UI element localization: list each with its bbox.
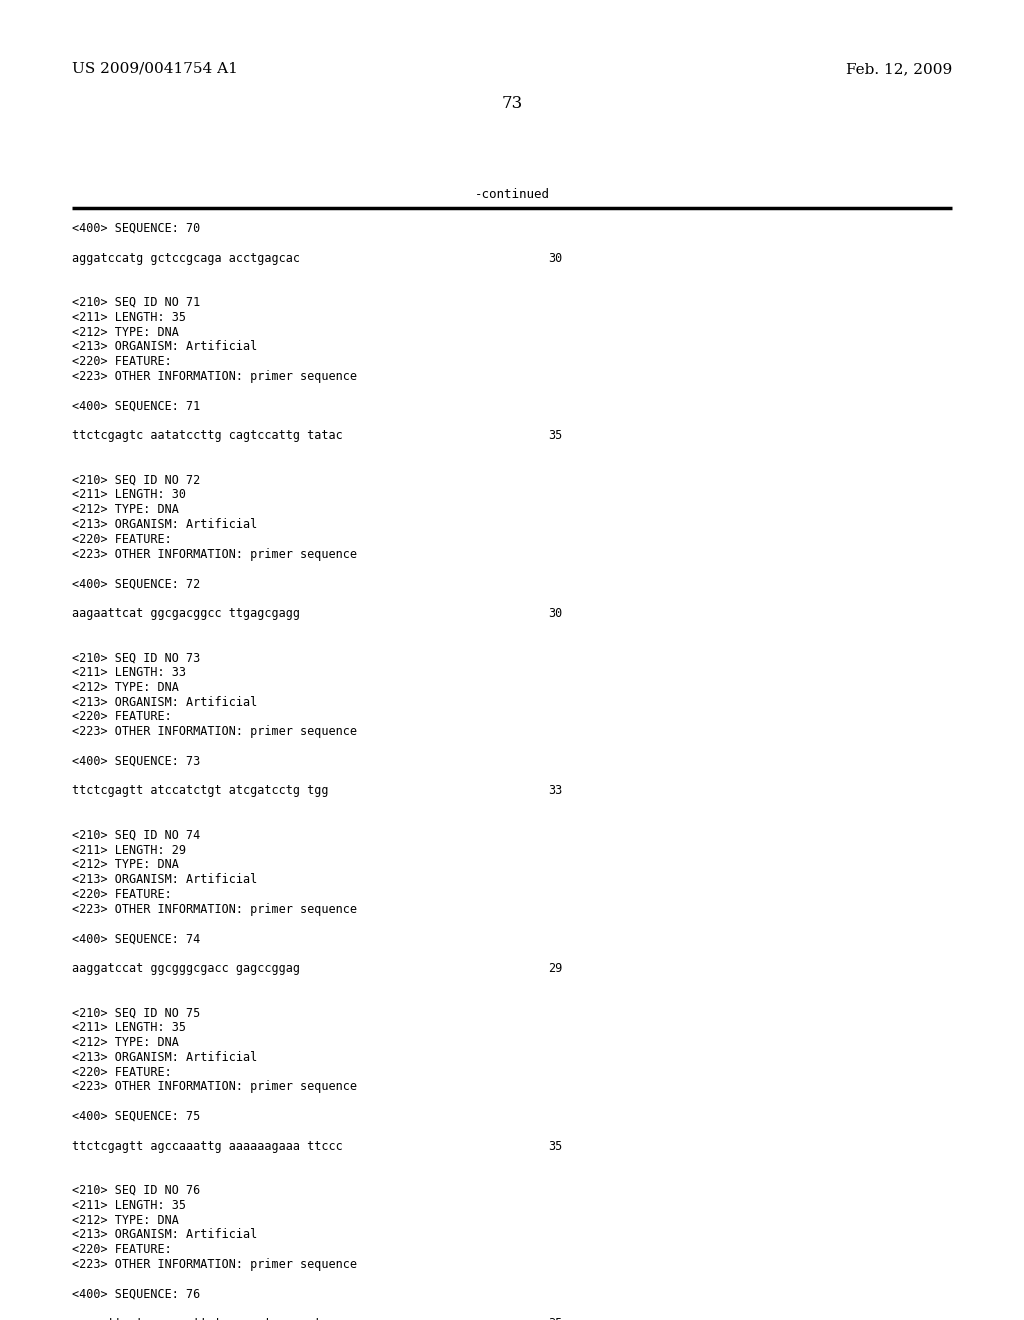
Text: <210> SEQ ID NO 72: <210> SEQ ID NO 72 [72, 474, 201, 487]
Text: 35: 35 [548, 429, 562, 442]
Text: <212> TYPE: DNA: <212> TYPE: DNA [72, 1213, 179, 1226]
Text: <210> SEQ ID NO 73: <210> SEQ ID NO 73 [72, 651, 201, 664]
Text: <223> OTHER INFORMATION: primer sequence: <223> OTHER INFORMATION: primer sequence [72, 1258, 357, 1271]
Text: ttctcgagtt atccatctgt atcgatcctg tgg: ttctcgagtt atccatctgt atcgatcctg tgg [72, 784, 329, 797]
Text: <213> ORGANISM: Artificial: <213> ORGANISM: Artificial [72, 517, 257, 531]
Text: ttctcgagtc aatatccttg cagtccattg tatac: ttctcgagtc aatatccttg cagtccattg tatac [72, 429, 343, 442]
Text: <400> SEQUENCE: 75: <400> SEQUENCE: 75 [72, 1110, 201, 1123]
Text: <212> TYPE: DNA: <212> TYPE: DNA [72, 326, 179, 339]
Text: <223> OTHER INFORMATION: primer sequence: <223> OTHER INFORMATION: primer sequence [72, 548, 357, 561]
Text: <223> OTHER INFORMATION: primer sequence: <223> OTHER INFORMATION: primer sequence [72, 725, 357, 738]
Text: <212> TYPE: DNA: <212> TYPE: DNA [72, 503, 179, 516]
Text: <212> TYPE: DNA: <212> TYPE: DNA [72, 681, 179, 694]
Text: <210> SEQ ID NO 74: <210> SEQ ID NO 74 [72, 829, 201, 842]
Text: aggatccatg gctccgcaga acctgagcac: aggatccatg gctccgcaga acctgagcac [72, 252, 300, 264]
Text: <220> FEATURE:: <220> FEATURE: [72, 1243, 172, 1257]
Text: <213> ORGANISM: Artificial: <213> ORGANISM: Artificial [72, 696, 257, 709]
Text: <211> LENGTH: 35: <211> LENGTH: 35 [72, 1199, 186, 1212]
Text: <211> LENGTH: 35: <211> LENGTH: 35 [72, 310, 186, 323]
Text: 29: 29 [548, 962, 562, 975]
Text: <213> ORGANISM: Artificial: <213> ORGANISM: Artificial [72, 341, 257, 354]
Text: <213> ORGANISM: Artificial: <213> ORGANISM: Artificial [72, 1051, 257, 1064]
Text: 73: 73 [502, 95, 522, 112]
Text: <223> OTHER INFORMATION: primer sequence: <223> OTHER INFORMATION: primer sequence [72, 903, 357, 916]
Text: <213> ORGANISM: Artificial: <213> ORGANISM: Artificial [72, 874, 257, 886]
Text: 33: 33 [548, 784, 562, 797]
Text: <220> FEATURE:: <220> FEATURE: [72, 710, 172, 723]
Text: 35: 35 [548, 1317, 562, 1320]
Text: <220> FEATURE:: <220> FEATURE: [72, 1065, 172, 1078]
Text: <223> OTHER INFORMATION: primer sequence: <223> OTHER INFORMATION: primer sequence [72, 370, 357, 383]
Text: <213> ORGANISM: Artificial: <213> ORGANISM: Artificial [72, 1229, 257, 1241]
Text: <210> SEQ ID NO 75: <210> SEQ ID NO 75 [72, 1006, 201, 1019]
Text: <400> SEQUENCE: 76: <400> SEQUENCE: 76 [72, 1287, 201, 1300]
Text: <400> SEQUENCE: 70: <400> SEQUENCE: 70 [72, 222, 201, 235]
Text: Feb. 12, 2009: Feb. 12, 2009 [846, 62, 952, 77]
Text: <210> SEQ ID NO 71: <210> SEQ ID NO 71 [72, 296, 201, 309]
Text: aaggatccat ggcgggcgacc gagccggag: aaggatccat ggcgggcgacc gagccggag [72, 962, 300, 975]
Text: <400> SEQUENCE: 71: <400> SEQUENCE: 71 [72, 400, 201, 413]
Text: <220> FEATURE:: <220> FEATURE: [72, 888, 172, 902]
Text: ttctcgagtt agccaaattg aaaaaagaaa ttccc: ttctcgagtt agccaaattg aaaaaagaaa ttccc [72, 1139, 343, 1152]
Text: aagaattcat ggcgacggcc ttgagcgagg: aagaattcat ggcgacggcc ttgagcgagg [72, 607, 300, 620]
Text: <212> TYPE: DNA: <212> TYPE: DNA [72, 858, 179, 871]
Text: <210> SEQ ID NO 76: <210> SEQ ID NO 76 [72, 1184, 201, 1197]
Text: <211> LENGTH: 30: <211> LENGTH: 30 [72, 488, 186, 502]
Text: <400> SEQUENCE: 73: <400> SEQUENCE: 73 [72, 755, 201, 768]
Text: <220> FEATURE:: <220> FEATURE: [72, 533, 172, 545]
Text: US 2009/0041754 A1: US 2009/0041754 A1 [72, 62, 238, 77]
Text: aagaattcat gaaagattct gaaaataaag gtgcc: aagaattcat gaaagattct gaaaataaag gtgcc [72, 1317, 343, 1320]
Text: <211> LENGTH: 29: <211> LENGTH: 29 [72, 843, 186, 857]
Text: <220> FEATURE:: <220> FEATURE: [72, 355, 172, 368]
Text: <400> SEQUENCE: 72: <400> SEQUENCE: 72 [72, 577, 201, 590]
Text: <211> LENGTH: 33: <211> LENGTH: 33 [72, 667, 186, 678]
Text: 35: 35 [548, 1139, 562, 1152]
Text: <223> OTHER INFORMATION: primer sequence: <223> OTHER INFORMATION: primer sequence [72, 1080, 357, 1093]
Text: -continued: -continued [474, 187, 550, 201]
Text: <212> TYPE: DNA: <212> TYPE: DNA [72, 1036, 179, 1049]
Text: <211> LENGTH: 35: <211> LENGTH: 35 [72, 1022, 186, 1034]
Text: 30: 30 [548, 607, 562, 620]
Text: 30: 30 [548, 252, 562, 264]
Text: <400> SEQUENCE: 74: <400> SEQUENCE: 74 [72, 932, 201, 945]
